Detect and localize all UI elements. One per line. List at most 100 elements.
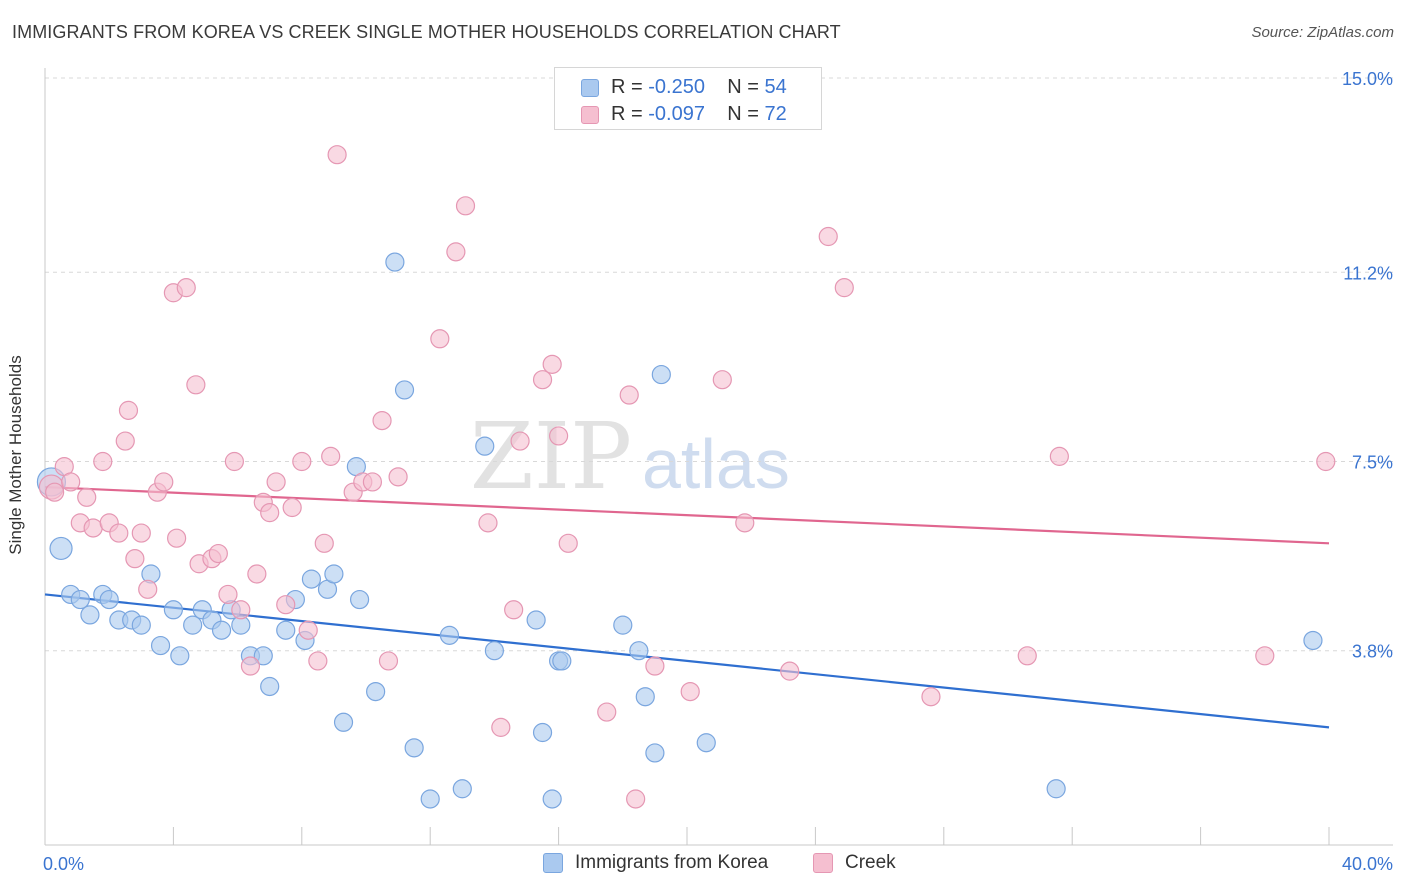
- series-swatch-creek: [813, 853, 833, 873]
- data-point-creek: [218, 584, 238, 605]
- data-point-creek: [1255, 646, 1275, 666]
- series-name-creek: Creek: [845, 852, 896, 873]
- data-point-creek: [735, 513, 755, 533]
- data-point-korea: [385, 252, 405, 272]
- data-point-creek: [619, 385, 639, 405]
- data-point-korea: [183, 615, 203, 635]
- legend-r-value: -0.097: [648, 103, 705, 125]
- data-point-creek: [378, 651, 399, 671]
- data-point-korea: [150, 635, 171, 656]
- legend-text-korea: R = -0.250 N = 54: [611, 76, 787, 99]
- x-tick-label: 0.0%: [43, 854, 84, 874]
- y-tick-label: 7.5%: [1352, 453, 1393, 473]
- data-point-korea: [645, 743, 665, 763]
- data-point-creek: [208, 543, 228, 564]
- legend-swatch-korea: [581, 79, 599, 97]
- watermark-zip: ZIP: [470, 403, 632, 510]
- data-point-creek: [921, 687, 941, 707]
- legend-n-value: 72: [764, 103, 787, 125]
- data-point-creek: [118, 400, 139, 420]
- data-point-creek: [83, 518, 103, 538]
- data-point-creek: [680, 681, 700, 702]
- data-point-creek: [167, 528, 187, 548]
- data-point-creek: [597, 702, 617, 722]
- data-point-korea: [542, 789, 562, 809]
- data-point-creek: [626, 789, 646, 809]
- data-point-korea: [439, 625, 460, 645]
- data-point-korea: [552, 651, 572, 671]
- data-point-korea: [131, 615, 151, 635]
- data-point-creek: [154, 472, 174, 492]
- data-point-korea: [70, 589, 90, 610]
- data-point-korea: [366, 681, 386, 702]
- data-point-korea: [260, 676, 280, 697]
- data-point-creek: [491, 717, 511, 737]
- data-point-creek: [266, 472, 286, 492]
- y-tick-labels: 3.8% 7.5% 11.2% 15.0%: [1342, 69, 1393, 662]
- data-point-korea: [324, 564, 344, 584]
- data-point-creek: [388, 467, 408, 487]
- data-point-creek: [1049, 446, 1069, 466]
- data-point-korea: [170, 646, 190, 666]
- data-point-creek: [176, 278, 196, 298]
- data-point-creek: [308, 651, 328, 671]
- axes: [44, 68, 1393, 846]
- data-point-creek: [780, 661, 800, 681]
- data-point-creek: [446, 242, 466, 262]
- data-point-creek: [1316, 451, 1336, 472]
- data-point-korea: [420, 789, 440, 809]
- data-point-creek: [1017, 646, 1037, 666]
- data-point-creek: [510, 431, 530, 451]
- data-point-korea: [80, 605, 100, 625]
- data-point-creek: [109, 523, 129, 543]
- data-point-creek: [327, 145, 347, 165]
- data-point-creek: [282, 497, 302, 518]
- y-tick-label: 15.0%: [1342, 69, 1393, 89]
- data-point-creek: [548, 426, 569, 446]
- data-point-korea: [651, 364, 671, 385]
- data-point-korea: [532, 722, 553, 743]
- y-tick-label: 11.2%: [1343, 263, 1393, 283]
- data-point-creek: [231, 600, 251, 620]
- data-point-korea: [404, 738, 424, 758]
- data-point-creek: [186, 375, 206, 395]
- data-point-korea: [349, 589, 370, 610]
- x-tick-labels: 0.0% 40.0%: [43, 854, 1393, 874]
- correlation-legend: R = -0.250 N = 54 R = -0.097 N = 72: [554, 67, 822, 130]
- data-point-creek: [834, 278, 854, 298]
- legend-r-value: -0.250: [648, 76, 705, 98]
- data-point-korea: [333, 712, 354, 732]
- chart-title: IMMIGRANTS FROM KOREA VS CREEK SINGLE MO…: [12, 22, 841, 42]
- data-point-creek: [247, 564, 267, 584]
- data-point-creek: [138, 579, 158, 599]
- data-point-korea: [475, 436, 495, 456]
- data-point-korea: [526, 610, 546, 630]
- data-point-creek: [45, 482, 65, 502]
- data-points: [36, 145, 1336, 809]
- data-point-korea: [49, 536, 73, 561]
- data-point-creek: [818, 226, 838, 247]
- data-point-korea: [484, 641, 504, 661]
- data-point-korea: [613, 615, 633, 635]
- data-point-korea: [629, 641, 649, 661]
- gridlines: [45, 77, 1393, 652]
- data-point-creek: [240, 656, 261, 676]
- data-point-creek: [372, 410, 392, 431]
- data-point-creek: [558, 533, 578, 553]
- x-tick-label: 40.0%: [1342, 854, 1393, 874]
- data-point-creek: [542, 354, 562, 374]
- data-point-creek: [532, 370, 553, 390]
- data-point-creek: [645, 656, 665, 676]
- y-axis-label: Single Mother Households: [6, 355, 25, 555]
- data-point-korea: [452, 779, 472, 799]
- data-point-korea: [99, 589, 119, 610]
- data-point-creek: [298, 620, 318, 640]
- data-point-creek: [224, 451, 244, 472]
- legend-n-label: N =: [727, 76, 765, 98]
- data-point-creek: [478, 513, 498, 533]
- data-point-creek: [430, 329, 450, 349]
- data-point-korea: [394, 380, 415, 400]
- legend-n-value: 54: [764, 76, 787, 98]
- watermark: ZIP atlas: [470, 403, 790, 510]
